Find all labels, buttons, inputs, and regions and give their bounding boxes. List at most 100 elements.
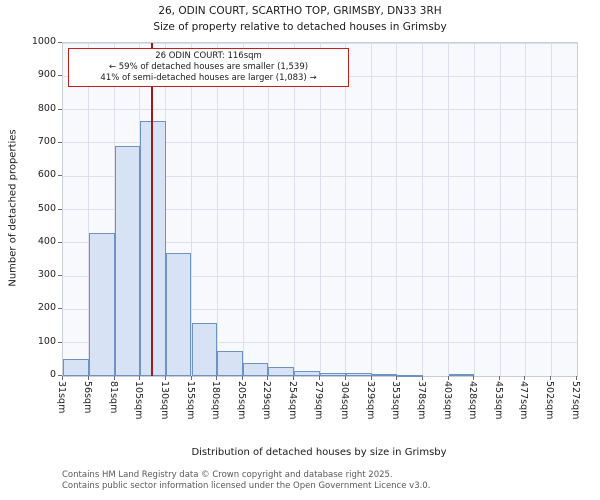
x-tick-mark [395, 376, 397, 380]
v-gridline [448, 43, 449, 376]
histogram-bar [294, 371, 320, 376]
x-tick-mark [447, 376, 449, 380]
y-tick-mark [58, 308, 62, 310]
x-tick-mark [576, 376, 577, 380]
y-tick-mark [58, 241, 62, 243]
y-tick-mark [58, 375, 62, 376]
y-tick-mark [58, 75, 62, 77]
v-gridline [396, 43, 398, 376]
v-gridline [293, 43, 295, 376]
x-tick-label: 180sqm [210, 381, 222, 420]
y-axis-title: Number of detached properties [7, 129, 19, 287]
x-tick-mark [267, 376, 269, 380]
y-tick-mark [58, 175, 62, 177]
y-tick-label: 400 [37, 235, 56, 247]
x-tick-label: 353sqm [389, 381, 401, 420]
y-tick-mark [58, 42, 62, 43]
y-tick-mark [58, 341, 62, 343]
v-gridline [550, 43, 552, 376]
histogram-bar [345, 373, 372, 376]
histogram-bar [243, 362, 269, 376]
annotation-box: 26 ODIN COURT: 116sqm ← 59% of detached … [68, 48, 349, 87]
v-gridline [165, 43, 167, 376]
x-tick-mark [293, 376, 295, 380]
x-tick-label: 81sqm [107, 381, 119, 414]
histogram-bar [217, 351, 244, 376]
footer-line-1: Contains HM Land Registry data © Crown c… [62, 470, 393, 480]
annotation-smaller-stat: ← 59% of detached houses are smaller (1,… [108, 62, 309, 72]
x-tick-mark [164, 376, 166, 380]
y-tick-label: 300 [37, 269, 56, 281]
footer-line-2: Contains public sector information licen… [62, 481, 431, 491]
plot-area: 26 ODIN COURT: 116sqm ← 59% of detached … [62, 42, 578, 377]
y-tick-mark [58, 275, 62, 277]
v-gridline [524, 43, 526, 376]
v-gridline [422, 43, 424, 376]
v-gridline [216, 43, 218, 376]
y-tick-label: 500 [37, 202, 56, 214]
y-tick-mark [58, 141, 62, 143]
v-gridline [319, 43, 321, 376]
x-axis-title: Distribution of detached houses by size … [191, 447, 447, 458]
x-tick-label: 105sqm [132, 381, 144, 420]
x-tick-mark [87, 376, 89, 380]
x-tick-label: 502sqm [544, 381, 556, 420]
y-tick-label: 800 [37, 102, 56, 114]
x-tick-label: 56sqm [81, 381, 93, 414]
x-tick-mark [319, 376, 320, 380]
x-tick-label: 428sqm [467, 381, 479, 420]
y-tick-label: 0 [49, 369, 56, 380]
histogram-bar [63, 359, 89, 376]
x-tick-mark [216, 376, 218, 380]
annotation-larger-stat: 41% of semi-detached houses are larger (… [100, 73, 317, 83]
x-tick-label: 155sqm [184, 381, 196, 420]
histogram-bar [139, 121, 166, 376]
x-tick-label: 254sqm [287, 381, 299, 420]
footer: Contains HM Land Registry data © Crown c… [62, 470, 430, 492]
x-tick-label: 130sqm [158, 381, 170, 420]
y-tick-label: 700 [37, 135, 56, 147]
histogram-bar [268, 366, 295, 376]
histogram-bar [448, 374, 475, 377]
histogram-bar [191, 322, 218, 376]
histogram-bar [396, 375, 423, 377]
x-tick-label: 205sqm [236, 381, 248, 420]
histogram-bar [371, 374, 397, 377]
property-size-marker-line [151, 43, 153, 376]
x-tick-label: 527sqm [570, 381, 581, 420]
y-tick-label: 1000 [31, 36, 56, 47]
v-gridline [473, 43, 475, 376]
x-tick-mark [370, 376, 372, 380]
v-gridline [191, 43, 192, 376]
y-tick-label: 900 [37, 69, 56, 81]
x-tick-mark [550, 376, 552, 380]
x-tick-mark [524, 376, 526, 380]
y-tick-mark [58, 208, 62, 210]
annotation-property-label: 26 ODIN COURT: 116sqm [155, 51, 262, 61]
x-tick-mark [138, 376, 140, 380]
x-tick-label: 453sqm [493, 381, 505, 420]
y-tick-mark [58, 108, 62, 110]
y-tick-label: 200 [37, 302, 56, 314]
x-tick-mark [421, 376, 423, 380]
histogram-bar [320, 372, 346, 376]
x-tick-label: 279sqm [313, 381, 324, 420]
x-tick-label: 477sqm [518, 381, 530, 420]
chart-title: 26, ODIN COURT, SCARTHO TOP, GRIMSBY, DN… [158, 5, 442, 17]
histogram-bar [165, 252, 192, 376]
x-tick-label: 304sqm [338, 381, 350, 420]
histogram-bar [88, 232, 115, 376]
v-gridline [371, 43, 373, 376]
v-gridline [499, 43, 501, 376]
y-tick-label: 600 [37, 169, 56, 181]
x-tick-label: 378sqm [415, 381, 427, 420]
v-gridline [345, 43, 347, 376]
v-gridline [267, 43, 269, 376]
x-tick-label: 329sqm [364, 381, 376, 420]
x-tick-label: 403sqm [441, 381, 453, 420]
histogram-bar [114, 146, 140, 376]
x-tick-label: 229sqm [261, 381, 273, 420]
v-gridline [88, 43, 90, 376]
x-tick-mark [242, 376, 244, 380]
